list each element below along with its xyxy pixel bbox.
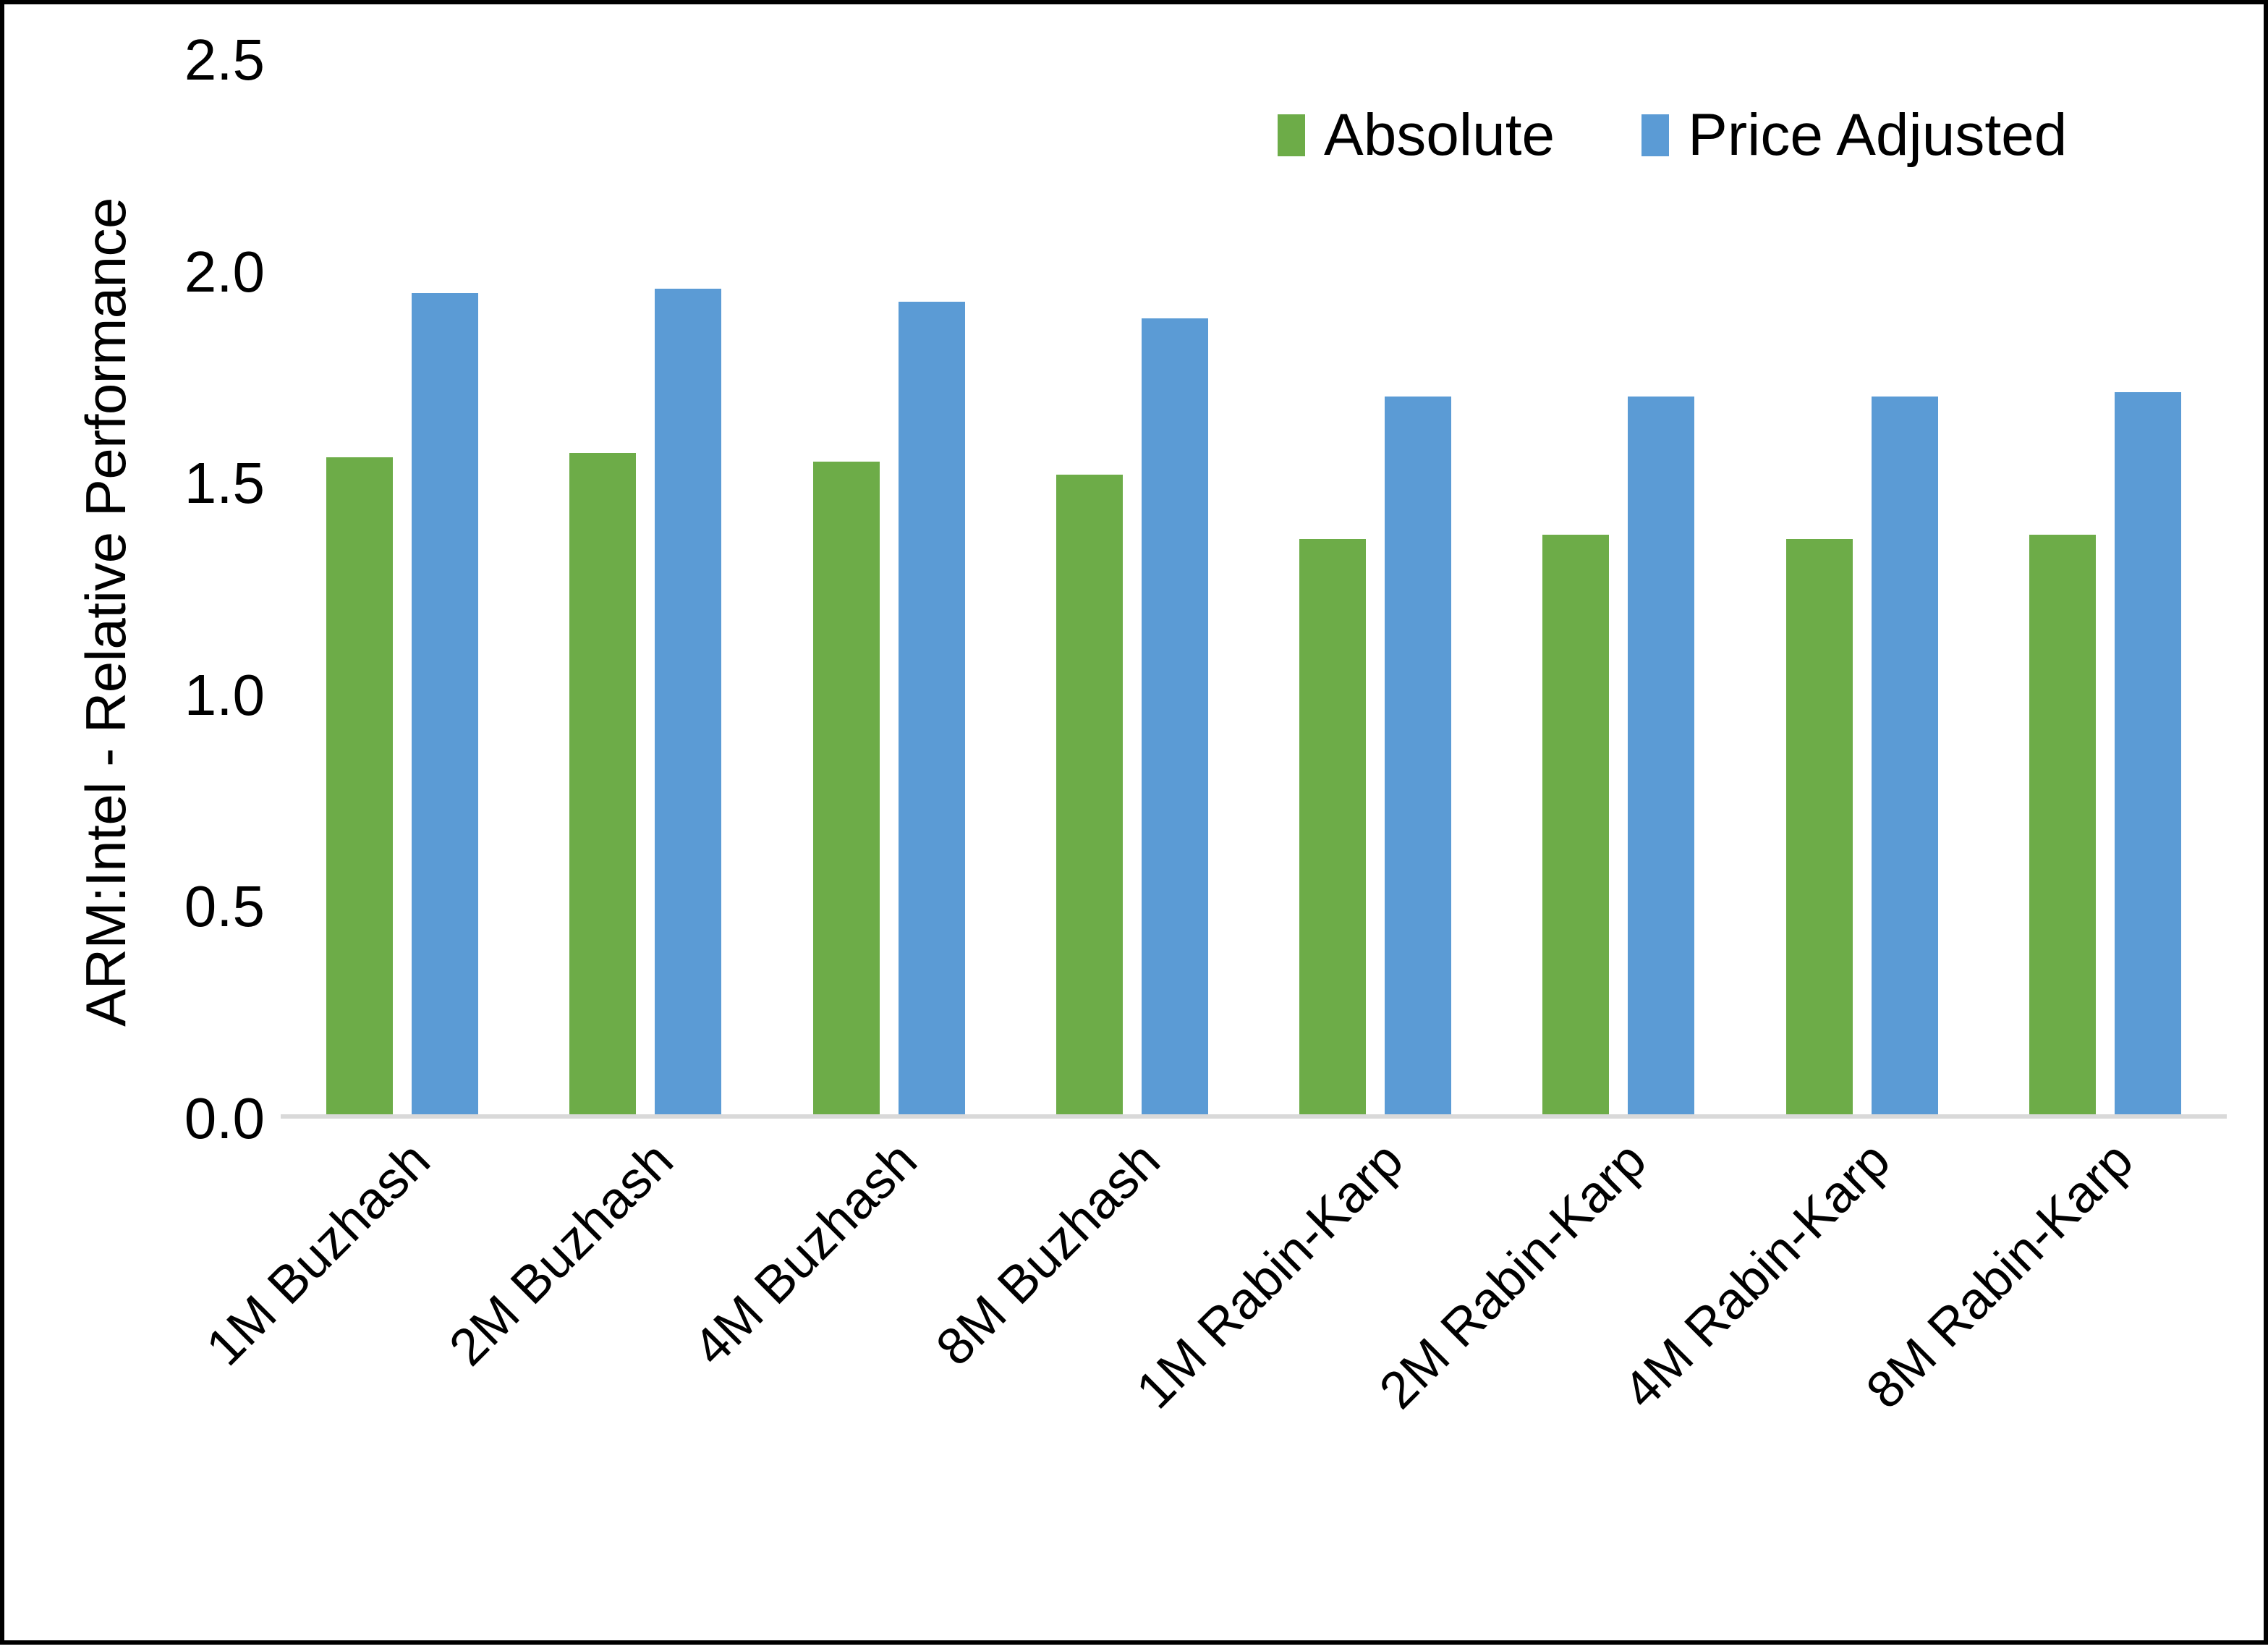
legend-label-absolute: Absolute xyxy=(1324,102,1555,168)
legend-swatch-price-adjusted-icon xyxy=(1641,114,1670,156)
bar-group xyxy=(1497,33,1740,1114)
bar-price-adjusted[interactable] xyxy=(655,288,722,1114)
y-axis-tick-label: 0.0 xyxy=(184,1086,265,1150)
bar-absolute[interactable] xyxy=(326,457,394,1114)
plot-area xyxy=(281,33,2227,1119)
bar-group xyxy=(1984,33,2227,1114)
bar-group xyxy=(524,33,767,1114)
bar-price-adjusted[interactable] xyxy=(1385,396,1452,1114)
y-axis-tick-label: 2.0 xyxy=(184,239,265,304)
x-axis-tick-slot: 8M Rabin-Karp xyxy=(1856,1127,2227,1533)
bar-absolute[interactable] xyxy=(1299,539,1367,1114)
x-axis-line xyxy=(281,1114,2227,1119)
bar-price-adjusted[interactable] xyxy=(1628,396,1695,1114)
y-axis-tick-label: 0.5 xyxy=(184,874,265,939)
bar-groups xyxy=(281,33,2227,1114)
bar-absolute[interactable] xyxy=(1542,535,1610,1114)
bar-price-adjusted[interactable] xyxy=(2114,392,2181,1114)
bar-absolute[interactable] xyxy=(812,461,880,1114)
bar-group xyxy=(1011,33,1254,1114)
bar-price-adjusted[interactable] xyxy=(412,292,479,1114)
bar-group xyxy=(768,33,1011,1114)
y-axis-tick-label: 1.0 xyxy=(184,662,265,727)
bar-absolute[interactable] xyxy=(1056,474,1123,1114)
y-axis-tick-labels: 2.5 2.0 1.5 1.0 0.5 0.0 xyxy=(113,4,265,1649)
bar-group xyxy=(1254,33,1497,1114)
bar-group xyxy=(281,33,524,1114)
bar-price-adjusted[interactable] xyxy=(1871,396,1938,1114)
x-axis-tick-labels: 1M Buzhash 2M Buzhash 4M Buzhash 8M Buzhash… xyxy=(195,1127,2227,1533)
legend-label-price-adjusted: Price Adjusted xyxy=(1688,102,2068,168)
bar-group xyxy=(1741,33,1984,1114)
bar-absolute[interactable] xyxy=(2029,535,2096,1114)
y-axis-tick-label: 1.5 xyxy=(184,451,265,516)
y-axis-tick-label: 2.5 xyxy=(184,27,265,92)
bar-price-adjusted[interactable] xyxy=(898,301,965,1114)
chart-legend: Absolute Price Adjusted xyxy=(1278,106,2067,165)
bar-price-adjusted[interactable] xyxy=(1141,318,1208,1114)
legend-entry-price-adjusted[interactable]: Price Adjusted xyxy=(1641,106,2067,165)
legend-entry-absolute[interactable]: Absolute xyxy=(1278,106,1555,165)
bar-absolute[interactable] xyxy=(1785,539,1853,1114)
legend-swatch-absolute-icon xyxy=(1278,114,1305,156)
bar-absolute[interactable] xyxy=(569,452,637,1114)
